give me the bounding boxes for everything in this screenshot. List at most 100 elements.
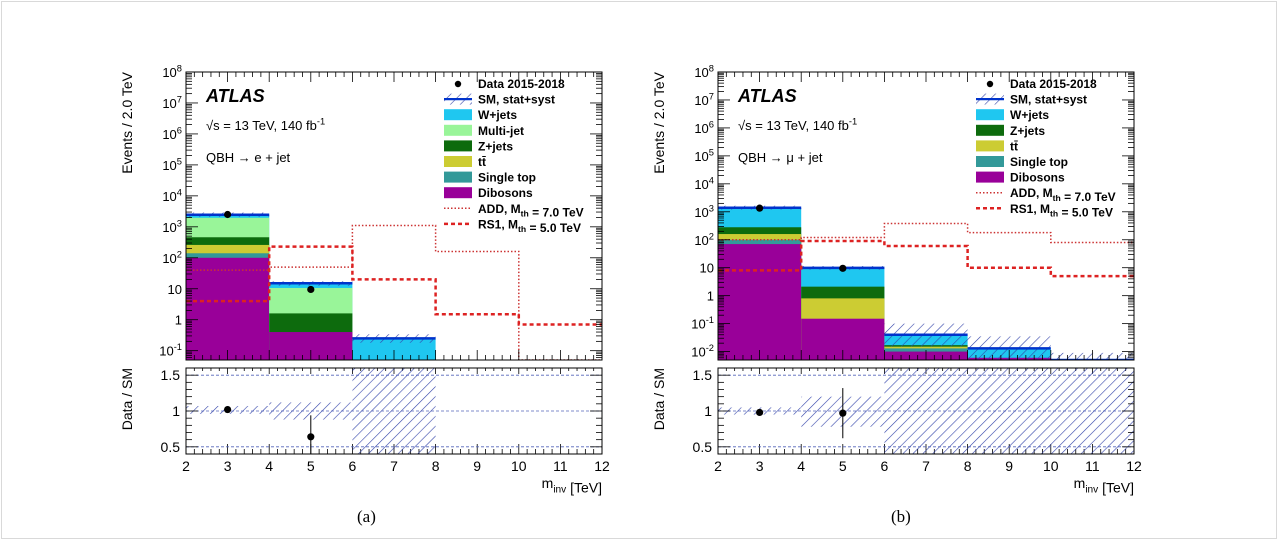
rs1-signal-line [186,245,602,326]
x-tick-label-12: 12 [1126,458,1142,474]
bar-w-jets-bin-3 [352,338,436,360]
atlas-label: ATLAS [737,86,797,106]
legend-label-add-m-th-7-0-tev: ADD, Mth = 7.0 TeV [478,202,584,220]
legend-item-tt-: tt̄ [444,155,486,169]
y-tick-label-3: 106 [694,119,714,135]
x-tick-label-8: 8 [964,458,972,474]
ratio-y-axis-label: Data / SM [119,368,135,430]
legend-swatch-dibosons [444,187,472,199]
legend-swatch-w-jets [976,109,1004,121]
legend-label-rs1-m-th-5-0-tev: RS1, Mth = 5.0 TeV [478,217,581,235]
x-tick-label-5: 5 [839,458,847,474]
legend-item-z-jets: Z+jets [976,124,1045,138]
ratio-point-2 [307,433,315,441]
x-tick-label-11: 11 [553,458,568,474]
y-tick-label-10: 10-1 [691,315,714,331]
x-axis-label: minv [TeV] [542,475,602,495]
y-tick-label-10: 10-1 [159,342,182,358]
y-tick-label-7: 102 [694,231,714,247]
x-tick-label-2: 2 [714,458,722,474]
y-tick-label-11: 10-2 [691,343,714,359]
legend-item-dibosons: Dibosons [444,186,533,200]
legend-item-data-2015-2018: Data 2015-2018 [454,77,565,91]
x-tick-label-2: 2 [182,458,190,474]
x-tick-label-11: 11 [1085,458,1100,474]
y-tick-label-4: 105 [162,156,182,172]
legend-swatch-single-top [444,171,472,183]
legend-item-rs1-m-th-5-0-tev: RS1, Mth = 5.0 TeV [976,202,1113,220]
x-tick-label-9: 9 [1005,458,1013,474]
legend-item-add-m-th-7-0-tev: ADD, Mth = 7.0 TeV [976,186,1116,204]
legend-swatch-w-jets [444,109,472,121]
legend-swatch-dibosons [976,171,1004,183]
data-point-2 [839,264,847,272]
legend-item-single-top: Single top [444,171,536,185]
legend-swatch-multi-jet [444,124,472,136]
x-tick-label-6: 6 [349,458,357,474]
legend-marker-data [986,80,994,88]
legend-item-w-jets: W+jets [976,108,1049,122]
legend-item-add-m-th-7-0-tev: ADD, Mth = 7.0 TeV [444,202,584,220]
x-tick-label-5: 5 [307,458,315,474]
ratio-band-bin-2 [269,402,353,420]
y-tick-label-6: 103 [694,203,714,219]
legend-label-w-jets: W+jets [478,108,517,122]
legend-item-sm-stat-syst: SM, stat+syst [976,93,1087,107]
y-tick-label-1: 108 [162,64,182,80]
legend-label-dibosons: Dibosons [1010,171,1065,185]
y-tick-label-4: 105 [694,147,714,163]
x-tick-label-9: 9 [473,458,481,474]
y-tick-label-8: 10 [168,282,182,297]
y-tick-label-2: 107 [162,95,182,111]
legend-item-sm-stat-syst: SM, stat+syst [444,93,555,107]
rs1-signal-line [718,239,1134,278]
x-tick-label-7: 7 [922,458,930,474]
x-tick-label-12: 12 [594,458,610,474]
legend-swatch-z-jets [444,140,472,152]
legend-label-sm-stat-syst: SM, stat+syst [1010,93,1087,107]
legend-label-tt-: tt̄ [1010,139,1018,153]
x-tick-label-7: 7 [390,458,398,474]
legend-item-single-top: Single top [976,155,1068,169]
x-tick-label-4: 4 [797,458,805,474]
legend-label-dibosons: Dibosons [478,186,533,200]
legend-swatch-tt- [444,156,472,167]
x-tick-label-8: 8 [432,458,440,474]
ratio-point-2 [839,409,847,417]
y-tick-label-2: 107 [694,91,714,107]
x-tick-label-4: 4 [265,458,273,474]
legend-marker-data [454,80,462,88]
main-plot-area [186,210,602,360]
panel-caption-a: (a) [357,507,376,526]
data-point-1 [224,210,232,219]
panel-caption-b: (b) [891,507,911,526]
energy-lumi-label: √s = 13 TeV, 140 fb-1 [738,117,857,133]
x-tick-label-3: 3 [756,458,764,474]
y-tick-label-5: 104 [694,175,714,191]
y-axis-label: Events / 2.0 TeV [651,71,667,173]
legend-item-w-jets: W+jets [444,108,517,122]
channel-label: QBH → e + jet [206,150,291,165]
legend-label-w-jets: W+jets [1010,108,1049,122]
ratio-plot-area [186,368,602,454]
ratio-plot-area [718,368,1134,454]
x-tick-label-10: 10 [511,458,527,474]
legend-swatch-tt- [976,140,1004,152]
ratio-y-tick-label-3: 1.5 [161,367,181,383]
ratio-y-tick-label-2: 1 [172,403,180,419]
ratio-y-tick-label-1: 0.5 [693,439,713,455]
y-tick-label-3: 106 [162,125,182,141]
atlas-label: ATLAS [205,86,265,106]
legend-swatch-z-jets [976,124,1004,136]
legend-label-data-2015-2018: Data 2015-2018 [1010,77,1097,91]
x-tick-label-6: 6 [881,458,889,474]
ratio-point-1 [756,408,764,417]
channel-label: QBH → μ + jet [738,150,823,165]
legend-label-add-m-th-7-0-tev: ADD, Mth = 7.0 TeV [1010,186,1116,204]
bar-dibosons-bin-1 [186,257,270,360]
data-point-1 [756,204,764,212]
ratio-y-tick-label-1: 0.5 [161,439,181,455]
y-tick-label-1: 108 [694,64,714,80]
